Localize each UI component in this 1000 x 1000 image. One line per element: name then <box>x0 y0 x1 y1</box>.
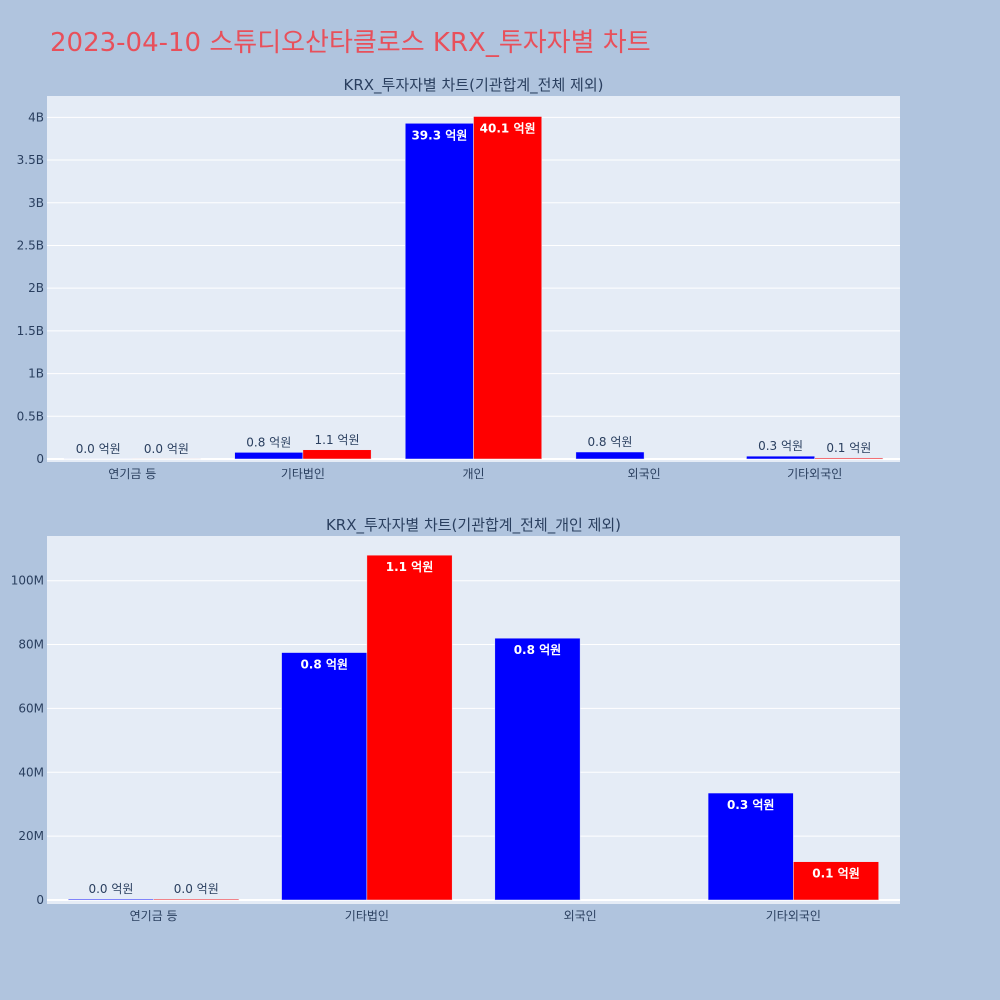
bar <box>405 123 474 460</box>
y-tick-label: 2B <box>28 281 44 295</box>
bar <box>494 637 581 901</box>
bar <box>68 898 154 901</box>
bar <box>707 792 794 901</box>
chart-title: KRX_투자자별 차트(기관합계_전체_개인 제외) <box>326 516 621 535</box>
data-label: 0.8 억원 <box>300 658 348 672</box>
bar <box>234 452 304 460</box>
data-label: 0.0 억원 <box>174 882 219 896</box>
chart-investor-ex-individual: KRX_투자자별 차트(기관합계_전체_개인 제외) 0 20M 40M 60M 80M 1… <box>11 516 900 923</box>
y-tick-label: 0.5B <box>17 409 44 423</box>
data-label: 0.1 억원 <box>826 441 871 455</box>
y-tick-label: 20M <box>18 829 44 843</box>
bar <box>302 449 372 460</box>
bar <box>473 116 542 460</box>
x-tick-label: 외국인 <box>628 467 661 481</box>
y-tick-label: 60M <box>18 701 44 715</box>
bar <box>793 861 879 901</box>
y-tick-label: 40M <box>18 765 44 779</box>
data-label: 0.3 억원 <box>758 439 803 453</box>
data-label: 0.8 억원 <box>246 435 291 449</box>
bar <box>746 455 815 460</box>
data-label: 0.8 억원 <box>587 435 632 449</box>
y-tick-label: 1B <box>28 367 44 381</box>
x-tick-label: 연기금 등 <box>108 467 156 481</box>
data-label: 1.1 억원 <box>386 560 434 574</box>
data-label: 0.3 억원 <box>727 798 775 812</box>
bar <box>575 451 645 460</box>
x-tick-label: 기타외국인 <box>766 909 821 923</box>
data-label: 0.0 억원 <box>76 442 121 456</box>
x-tick-label: 개인 <box>462 467 484 481</box>
bar <box>281 652 368 901</box>
data-label: 0.0 억원 <box>88 882 133 896</box>
data-label: 0.0 억원 <box>144 442 189 456</box>
page-title: 2023-04-10 스튜디오산타클로스 KRX_투자자별 차트 <box>50 28 651 58</box>
y-tick-label: 100M <box>11 574 44 588</box>
y-tick-label: 2.5B <box>17 238 44 252</box>
data-label: 40.1 억원 <box>480 121 536 135</box>
bar <box>153 898 240 901</box>
bar <box>366 554 453 901</box>
x-tick-label: 기타외국인 <box>787 467 842 481</box>
x-tick-label: 기타법인 <box>345 909 389 923</box>
x-tick-label: 연기금 등 <box>130 909 178 923</box>
y-tick-label: 3.5B <box>17 153 44 167</box>
data-label: 0.1 억원 <box>812 867 860 881</box>
y-tick-label: 3B <box>28 196 44 210</box>
x-tick-label: 기타법인 <box>281 467 325 481</box>
y-tick-label: 1.5B <box>17 324 44 338</box>
x-tick-label: 외국인 <box>564 909 597 923</box>
y-tick-label: 80M <box>18 638 44 652</box>
bar <box>814 457 884 460</box>
data-label: 0.8 억원 <box>514 643 562 657</box>
chart-investor-all: KRX_투자자별 차트(기관합계_전체 제외) 0 0.5B 1B 1.5B 2B 2.5B… <box>17 76 900 481</box>
data-label: 39.3 억원 <box>411 128 467 142</box>
data-label: 1.1 억원 <box>315 433 360 447</box>
y-tick-label: 0 <box>36 452 44 466</box>
chart-title: KRX_투자자별 차트(기관합계_전체 제외) <box>344 76 604 95</box>
y-tick-label: 4B <box>28 110 44 124</box>
y-tick-label: 0 <box>36 893 44 907</box>
